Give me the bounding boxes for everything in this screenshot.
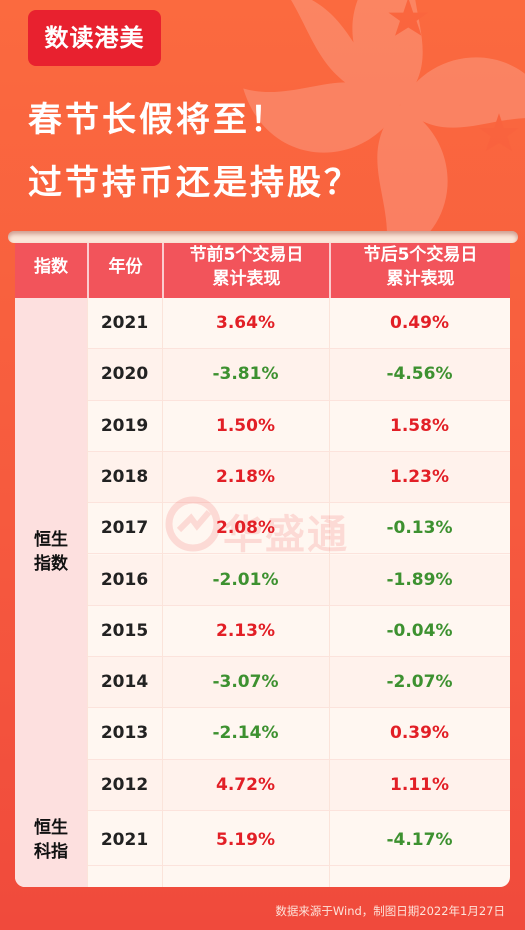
index-column bbox=[15, 298, 87, 887]
cell-year: 2013 bbox=[100, 723, 149, 744]
header-post-line1: 节后5个交易日 bbox=[363, 245, 478, 265]
group-label-line1: 恒生 bbox=[34, 818, 68, 838]
cell-pre: 2.13% bbox=[216, 620, 275, 641]
group-label-hstech: 恒生 科指 bbox=[15, 816, 87, 864]
table-row: 2017 2.08% -0.13% bbox=[87, 503, 510, 555]
table-row: 2016 -2.01% -1.89% bbox=[87, 554, 510, 606]
watermark-text: 华盛通 bbox=[223, 512, 349, 558]
cell-post: -1.89% bbox=[386, 569, 453, 590]
table-header: 指数 年份 节前5个交易日 累计表现 节后5个交易日 累计表现 bbox=[15, 236, 510, 298]
column-divider bbox=[329, 298, 330, 887]
header-divider bbox=[162, 236, 164, 298]
header-divider bbox=[87, 236, 89, 298]
watermark: 华盛通 bbox=[165, 496, 405, 558]
cell-post: -2.07% bbox=[386, 672, 453, 693]
cell-year: 2015 bbox=[100, 620, 149, 641]
cell-pre: -2.14% bbox=[212, 723, 279, 744]
cell-pre: 3.64% bbox=[216, 313, 275, 333]
header-pre-line1: 节前5个交易日 bbox=[189, 245, 304, 265]
header-pre-holiday: 节前5个交易日 累计表现 bbox=[164, 236, 329, 298]
cell-post: 1.58% bbox=[390, 415, 449, 436]
table-row: 2021 3.64% 0.49% bbox=[87, 298, 510, 350]
cell-year: 2019 bbox=[100, 415, 149, 436]
brand-badge: 数读港美 bbox=[28, 10, 161, 66]
table-row: 2020 -3.81% -4.56% bbox=[87, 349, 510, 401]
cell-pre: 2.08% bbox=[216, 518, 275, 539]
group-label-hsi: 恒生 指数 bbox=[15, 528, 87, 576]
cell-year: 2021 bbox=[100, 313, 149, 333]
header-year: 年份 bbox=[108, 257, 143, 277]
cell-year: 2021 bbox=[100, 830, 149, 850]
cell-post: 1.11% bbox=[390, 774, 449, 795]
cell-pre: 1.50% bbox=[216, 415, 275, 436]
group-label-line1: 恒生 bbox=[34, 530, 68, 550]
cell-post: -4.17% bbox=[386, 830, 453, 850]
table-top-rail bbox=[8, 231, 518, 243]
column-divider bbox=[87, 298, 88, 887]
table-row: 2021 5.19% -4.17% bbox=[87, 815, 510, 867]
cell-pre: 4.72% bbox=[216, 774, 275, 795]
cell-post: -0.04% bbox=[386, 620, 453, 641]
cell-post: -4.56% bbox=[386, 364, 453, 385]
table-row: 2018 2.18% 1.23% bbox=[87, 451, 510, 504]
cell-pre: 5.19% bbox=[216, 830, 275, 850]
cell-post: 1.23% bbox=[390, 466, 449, 487]
header-post-line2: 累计表现 bbox=[386, 269, 455, 289]
cell-year: 2012 bbox=[100, 774, 149, 795]
data-table: 指数 年份 节前5个交易日 累计表现 节后5个交易日 累计表现 2021 3.64… bbox=[15, 236, 510, 887]
table-row: 2012 4.72% 1.11% bbox=[87, 759, 510, 811]
header-post-holiday: 节后5个交易日 累计表现 bbox=[331, 236, 510, 298]
cell-pre: -2.01% bbox=[212, 569, 279, 590]
cell-pre: -3.07% bbox=[212, 672, 279, 693]
column-divider bbox=[162, 298, 163, 887]
cell-post: 0.49% bbox=[390, 313, 449, 333]
cell-pre: 2.18% bbox=[216, 466, 275, 487]
header-divider bbox=[329, 236, 331, 298]
bauhinia-flower-icon bbox=[243, 0, 525, 262]
group-label-line2: 科指 bbox=[34, 842, 68, 862]
header-index: 指数 bbox=[34, 257, 68, 277]
cell-year: 2016 bbox=[100, 569, 149, 590]
cell-year: 2020 bbox=[100, 364, 149, 385]
cell-year: 2014 bbox=[100, 672, 149, 693]
table-row: 2019 1.50% 1.58% bbox=[87, 401, 510, 452]
header-pre-line2: 累计表现 bbox=[212, 269, 281, 289]
headline-line-1: 春节长假将至！ bbox=[28, 100, 287, 140]
table-row: 2013 -2.14% 0.39% bbox=[87, 708, 510, 760]
source-note: 数据来源于Wind，制图日期2022年1月27日 bbox=[275, 904, 505, 918]
headline-line-2: 过节持币还是持股？ bbox=[28, 163, 361, 203]
table-row: 2015 2.13% -0.04% bbox=[87, 606, 510, 658]
watermark-logo-icon bbox=[165, 496, 221, 552]
cell-year: 2017 bbox=[100, 518, 149, 539]
cell-post: 0.39% bbox=[390, 723, 449, 744]
cell-year: 2018 bbox=[100, 466, 149, 487]
group-label-line2: 指数 bbox=[34, 554, 68, 574]
cell-post: -0.13% bbox=[386, 518, 453, 539]
cell-pre: -3.81% bbox=[212, 364, 279, 385]
table-row: 2014 -3.07% -2.07% bbox=[87, 657, 510, 709]
